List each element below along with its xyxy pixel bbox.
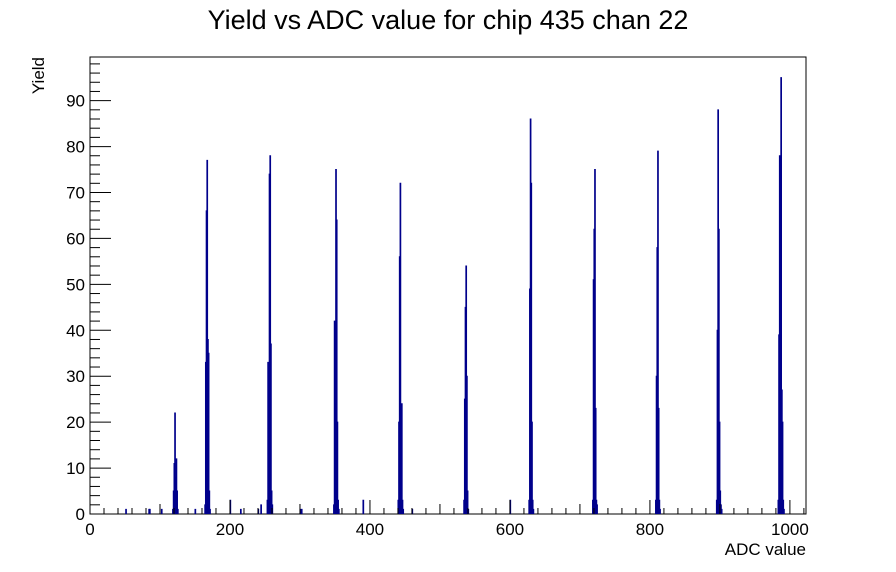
histogram-bin: [260, 504, 262, 514]
x-axis-ticks: 0 200 400 600 800 1000: [85, 500, 809, 539]
histogram-bin: [194, 508, 197, 514]
histogram-bin: [719, 490, 722, 514]
x-axis-label: ADC value: [725, 540, 806, 559]
y-tick-label: 40: [66, 321, 85, 340]
y-tick-label: 80: [66, 138, 85, 157]
histogram-bin: [466, 490, 469, 514]
histogram-bin: [400, 403, 403, 514]
histogram-bin: [269, 155, 272, 514]
y-tick-label: 90: [66, 92, 85, 111]
x-tick-label: 800: [636, 520, 664, 539]
histogram-bin: [125, 508, 127, 514]
y-tick-label: 20: [66, 413, 85, 432]
histogram-bin: [658, 499, 661, 514]
y-axis-ticks: 0 10 20 30 40 50 60 70 80 90: [66, 63, 111, 524]
histogram-bin: [176, 490, 178, 514]
histogram-bin: [148, 508, 151, 514]
y-axis-label: Yield: [29, 57, 48, 94]
histogram-bin: [659, 508, 661, 514]
histogram-bin: [530, 182, 533, 514]
x-tick-label: 600: [496, 520, 524, 539]
histogram-bin: [335, 219, 338, 514]
histogram-bin: [657, 407, 660, 514]
y-tick-label: 60: [66, 229, 85, 248]
histogram-bin: [336, 421, 339, 514]
histogram-bin: [176, 508, 179, 514]
histogram-bin: [780, 77, 783, 514]
histogram-bars: [125, 77, 785, 514]
histogram-bin: [594, 407, 597, 514]
histogram-bin: [337, 508, 340, 514]
histogram-bin: [781, 421, 784, 514]
histogram-bin: [401, 499, 404, 514]
histogram-bin: [783, 508, 785, 514]
y-tick-label: 10: [66, 459, 85, 478]
histogram-bin: [594, 169, 596, 514]
histogram-bin: [270, 490, 273, 514]
y-tick-label: 70: [66, 183, 85, 202]
histogram-bin: [718, 228, 720, 514]
x-tick-label: 400: [356, 520, 384, 539]
x-tick-label: 0: [85, 520, 94, 539]
histogram-bin: [718, 421, 721, 514]
histogram-bin: [782, 499, 785, 514]
histogram-bin: [337, 499, 339, 514]
histogram-bin: [532, 508, 535, 514]
y-tick-label: 50: [66, 275, 85, 294]
histogram-bin: [175, 458, 178, 514]
histogram-bin: [531, 421, 533, 514]
x-tick-label: 200: [216, 520, 244, 539]
y-tick-label: 0: [76, 505, 85, 524]
chart-title: Yield vs ADC value for chip 435 chan 22: [208, 5, 689, 35]
histogram-bin: [270, 343, 272, 514]
y-tick-label: 30: [66, 367, 85, 386]
histogram-bin: [402, 508, 405, 514]
histogram-bin: [596, 504, 598, 514]
histogram-bin: [399, 182, 402, 514]
histogram-bin: [720, 508, 723, 514]
histogram-bin: [362, 499, 365, 514]
histogram-bin: [466, 375, 468, 514]
histogram-bin: [657, 150, 659, 514]
histogram-bin: [300, 508, 303, 514]
plot-frame: [89, 56, 807, 515]
histogram-bin: [209, 508, 211, 514]
histogram-bin: [239, 508, 242, 514]
histogram-bin: [206, 159, 209, 514]
histogram-bin: [208, 490, 211, 514]
histogram-bin: [174, 412, 176, 514]
histogram-bin: [207, 352, 210, 514]
histogram-bin: [160, 508, 163, 514]
histogram-bin: [778, 155, 781, 514]
x-tick-label: 1000: [771, 520, 809, 539]
histogram-bin: [531, 499, 534, 514]
